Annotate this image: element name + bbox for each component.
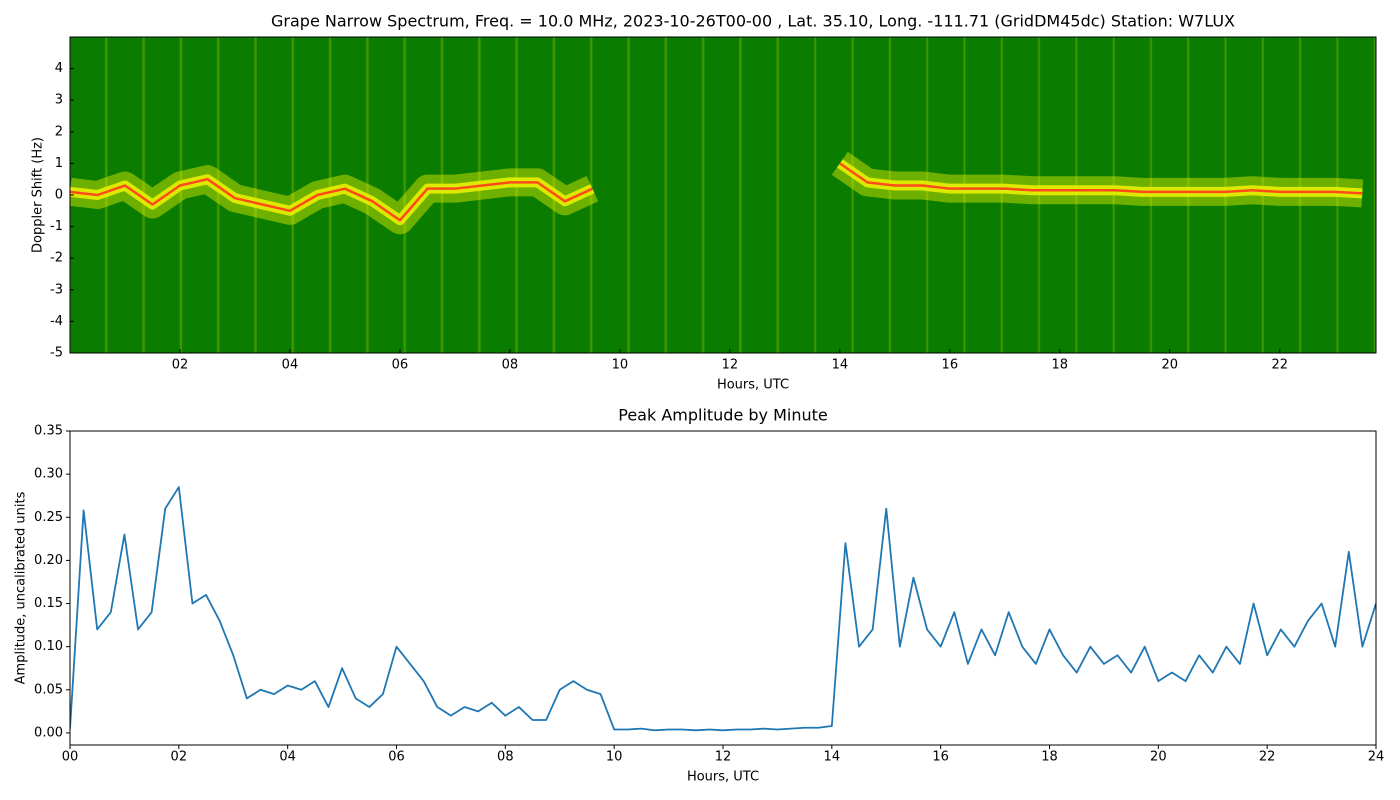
x-tick-label: 06 (388, 750, 405, 765)
x-tick-label: 20 (1150, 750, 1167, 765)
y-tick-label: -2 (50, 251, 63, 266)
y-tick-label: -3 (50, 282, 63, 297)
x-tick-label: 18 (1041, 750, 1058, 765)
doppler-trace (70, 177, 593, 222)
x-tick-label: 02 (171, 750, 188, 765)
y-tick-label: 3 (55, 93, 63, 108)
x-tick-label: 16 (932, 750, 949, 765)
x-tick-label: 12 (715, 750, 732, 765)
x-tick-label: 02 (172, 358, 189, 373)
y-axis-label: Doppler Shift (Hz) (31, 137, 46, 253)
x-tick-label: 24 (1368, 750, 1385, 765)
x-tick-label: 08 (502, 358, 519, 373)
x-tick-label: 20 (1162, 358, 1179, 373)
y-tick-label: 0.20 (34, 553, 63, 568)
x-tick-label: 18 (1052, 358, 1069, 373)
plot-area (70, 486, 1376, 732)
axes-frame (69, 430, 1377, 746)
x-tick-label: 22 (1259, 750, 1276, 765)
y-tick-label: 0.15 (34, 596, 63, 611)
y-tick-label: -1 (50, 219, 63, 234)
x-axis-label: Hours, UTC (687, 770, 759, 785)
y-tick-label: -5 (50, 346, 63, 361)
x-tick-label: 14 (832, 358, 849, 373)
doppler-trace (839, 162, 1363, 195)
x-tick-label: 06 (392, 358, 409, 373)
y-tick-label: 0.25 (34, 510, 63, 525)
x-tick-label: 12 (722, 358, 739, 373)
y-axis-label: Amplitude, uncalibrated units (14, 491, 29, 684)
y-tick-label: -4 (50, 314, 63, 329)
y-tick-label: 4 (55, 61, 63, 76)
y-tick-label: 0.30 (34, 467, 63, 482)
y-tick-label: 0.00 (34, 725, 63, 740)
x-axis-label: Hours, UTC (717, 378, 789, 393)
y-tick-label: 0.05 (34, 682, 63, 697)
y-tick-label: 0 (55, 188, 63, 203)
x-tick-label: 10 (606, 750, 623, 765)
x-tick-label: 16 (942, 358, 959, 373)
y-tick-label: 2 (55, 124, 63, 139)
amplitude-line (70, 486, 1376, 732)
x-tick-label: 04 (279, 750, 296, 765)
x-tick-label: 08 (497, 750, 514, 765)
x-tick-label: 10 (612, 358, 629, 373)
x-tick-label: 14 (824, 750, 841, 765)
y-tick-label: 0.10 (34, 639, 63, 654)
y-tick-label: 0.35 (34, 424, 63, 439)
chart-title: Grape Narrow Spectrum, Freq. = 10.0 MHz,… (271, 12, 1235, 31)
x-tick-label: 22 (1271, 358, 1288, 373)
y-tick-label: 1 (55, 156, 63, 171)
x-tick-label: 00 (62, 750, 79, 765)
plot-area (70, 37, 1376, 353)
chart-title: Peak Amplitude by Minute (618, 406, 828, 425)
x-tick-label: 04 (282, 358, 299, 373)
